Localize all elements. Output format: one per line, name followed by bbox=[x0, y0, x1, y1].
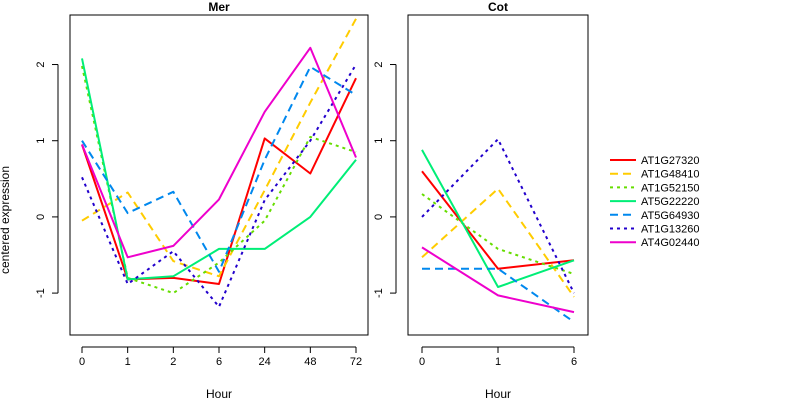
series-line-at1g13260 bbox=[81, 63, 357, 308]
y-tick-label: 1 bbox=[35, 138, 47, 144]
panel-title: Mer bbox=[208, 0, 230, 14]
y-tick-label: 1 bbox=[373, 138, 385, 144]
x-tick-label: 1 bbox=[495, 356, 501, 368]
chart-panels: Mer 0 1 2 6 24 48 72 Hour -1 0 1 2 Cot 0 1 6 Hour -1 0 1 2 bbox=[35, 0, 589, 400]
series-line-at5g22220 bbox=[421, 149, 575, 288]
x-tick-label: 6 bbox=[216, 356, 222, 368]
x-tick-label: 0 bbox=[419, 356, 425, 368]
y-tick-label: 0 bbox=[373, 214, 385, 220]
series-line-at5g64930 bbox=[422, 267, 575, 323]
y-tick-label: 2 bbox=[35, 61, 47, 67]
y-tick-label: -1 bbox=[373, 288, 385, 298]
legend-label: AT1G48410 bbox=[641, 169, 700, 181]
panel-mer: Mer 0 1 2 6 24 48 72 Hour -1 0 1 2 bbox=[35, 0, 369, 400]
x-tick-label: 0 bbox=[79, 356, 85, 368]
y-axis-title: centered expression bbox=[0, 166, 12, 274]
x-axis-title: Hour bbox=[485, 387, 511, 400]
x-tick-label: 48 bbox=[304, 356, 316, 368]
x-tick-label: 2 bbox=[170, 356, 176, 368]
x-tick-label: 24 bbox=[259, 356, 271, 368]
legend-label: AT5G64930 bbox=[641, 210, 700, 222]
series-line-at5g64930 bbox=[81, 65, 357, 273]
series-line-at1g48410 bbox=[81, 18, 357, 278]
panel-cot: Cot 0 1 6 Hour -1 0 1 2 bbox=[373, 0, 589, 400]
legend-label: AT4G02440 bbox=[641, 237, 700, 249]
y-tick-label: -1 bbox=[35, 288, 47, 298]
series-line-at4g02440 bbox=[81, 46, 357, 259]
series-line-at5g22220 bbox=[81, 58, 357, 281]
panel-title: Cot bbox=[488, 0, 508, 14]
y-tick-label: 2 bbox=[373, 61, 385, 67]
legend-label: AT1G27320 bbox=[641, 155, 700, 167]
x-tick-label: 72 bbox=[350, 356, 362, 368]
x-axis-title: Hour bbox=[206, 387, 232, 400]
x-tick-label: 6 bbox=[571, 356, 577, 368]
series-line-at4g02440 bbox=[421, 246, 575, 314]
plot-frame bbox=[407, 14, 589, 336]
x-tick-label: 1 bbox=[125, 356, 131, 368]
series-line-at1g52150 bbox=[421, 193, 575, 275]
series-line-at1g52150 bbox=[81, 65, 357, 295]
legend-label: AT1G52150 bbox=[641, 182, 700, 194]
series-line-at1g48410 bbox=[421, 187, 575, 298]
plot-frame bbox=[69, 14, 369, 336]
legend-label: AT5G22220 bbox=[641, 196, 700, 208]
series-line-at1g13260 bbox=[421, 138, 575, 294]
series-line-at1g27320 bbox=[421, 170, 575, 270]
legend-label: AT1G13260 bbox=[641, 224, 700, 236]
y-tick-label: 0 bbox=[35, 214, 47, 220]
